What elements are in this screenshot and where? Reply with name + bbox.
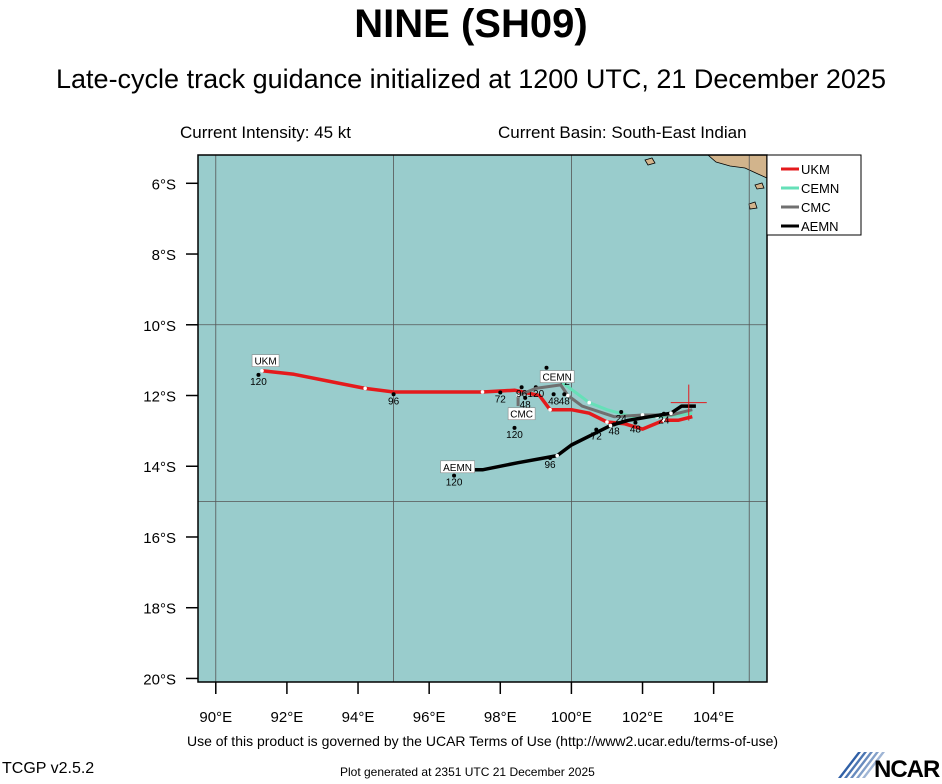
track-marker <box>662 418 666 423</box>
track-marker <box>555 453 559 458</box>
legend-item-cmc: CMC <box>801 200 831 215</box>
track-point <box>594 427 599 432</box>
track-point <box>498 390 503 395</box>
track-name-label: CEMN <box>542 373 571 384</box>
legend-item-ukm: UKM <box>801 162 830 177</box>
track-line <box>464 404 696 472</box>
track-hour-label: 96 <box>545 460 557 471</box>
lon-tick-label: 102°E <box>622 709 663 726</box>
track-marker <box>608 423 613 428</box>
track-point <box>661 411 666 416</box>
track-name-label: CMC <box>510 410 533 421</box>
island <box>748 201 758 210</box>
current-intensity: Current Intensity: 45 kt <box>180 123 352 142</box>
lat-tick-label: 10°S <box>143 318 176 335</box>
track-name-box <box>507 407 536 421</box>
lat-tick-label: 8°S <box>152 247 176 264</box>
version-label: TCGP v2.5.2 <box>2 760 95 777</box>
track-marker <box>480 390 485 394</box>
current-position-icon <box>670 384 707 421</box>
track-point <box>523 395 528 400</box>
page-title: NINE (SH09) <box>354 2 588 46</box>
track-hour-label: 72 <box>591 432 603 443</box>
track-point <box>452 473 457 478</box>
track-hour-label: 48 <box>630 425 642 436</box>
track-point <box>391 392 396 397</box>
track-hour-label: 48 <box>520 400 532 411</box>
track-marker <box>587 400 591 405</box>
track-marker <box>363 386 367 391</box>
track-marker <box>640 413 645 417</box>
lon-tick-label: 104°E <box>693 709 734 726</box>
track-hour-label: 120 <box>250 377 267 388</box>
track-hour-label: 120 <box>446 478 463 489</box>
track-name-label: AEMN <box>443 463 472 474</box>
track-point <box>512 425 517 430</box>
track-marker <box>260 368 264 373</box>
legend-item-aemn: AEMN <box>801 219 839 234</box>
track-point <box>519 385 524 390</box>
track-name-box <box>440 460 475 474</box>
island <box>754 182 765 190</box>
legend-item-cemn: CEMN <box>801 181 839 196</box>
lon-tick-label: 96°E <box>413 709 446 726</box>
track-name-box <box>539 370 575 383</box>
ocean-area <box>198 155 767 682</box>
lon-tick-label: 98°E <box>484 709 517 726</box>
track-point <box>548 455 553 460</box>
page-subtitle: Late-cycle track guidance initialized at… <box>56 64 886 94</box>
track-marker <box>548 407 552 412</box>
track-hour-label: 120 <box>528 389 545 400</box>
terms-of-use: Use of this product is governed by the U… <box>186 733 779 749</box>
lon-tick-label: 100°E <box>551 709 592 726</box>
current-basin: Current Basin: South-East Indian <box>498 123 747 142</box>
track-marker <box>566 393 570 398</box>
track-point <box>612 422 617 427</box>
track-hour-label: 96 <box>516 389 528 400</box>
track-hour-label: 96 <box>388 396 400 407</box>
track-marker <box>516 393 520 398</box>
lat-tick-label: 16°S <box>143 530 176 547</box>
ncar-logo-icon <box>838 752 885 778</box>
track-point <box>562 392 567 397</box>
track-name-box <box>251 354 280 367</box>
ncar-logo-text: NCAR <box>874 756 940 783</box>
track-hour-label: 24 <box>616 414 628 425</box>
generated-timestamp: Plot generated at 2351 UTC 21 December 2… <box>340 765 595 779</box>
track-hour-label: 24 <box>658 416 670 427</box>
track-point <box>619 409 624 414</box>
island <box>644 157 656 166</box>
land-mass <box>706 154 768 179</box>
lat-tick-label: 18°S <box>143 601 176 618</box>
lon-tick-label: 90°E <box>199 709 232 726</box>
track-point <box>544 365 549 370</box>
track-point <box>551 392 556 397</box>
lat-tick-label: 14°S <box>143 459 176 476</box>
lon-tick-label: 92°E <box>271 709 304 726</box>
legend: UKM CEMN CMC AEMN <box>766 154 862 236</box>
lat-tick-label: 6°S <box>152 176 176 193</box>
map-frame <box>197 154 768 683</box>
track-point <box>633 420 638 425</box>
track-hour-label: 72 <box>495 395 507 406</box>
track-hour-label: 48 <box>548 396 560 407</box>
track-hour-label: 120 <box>506 430 523 441</box>
track-hour-label: 48 <box>609 426 621 437</box>
track-name-label: UKM <box>254 357 276 368</box>
lon-tick-label: 94°E <box>342 709 375 726</box>
track-marker <box>605 420 609 424</box>
track-point <box>256 372 261 377</box>
lat-tick-label: 20°S <box>143 671 176 688</box>
lat-tick-label: 12°S <box>143 389 176 406</box>
track-marker <box>669 411 673 415</box>
track-hour-label: 48 <box>559 396 571 407</box>
track-line <box>261 369 693 431</box>
